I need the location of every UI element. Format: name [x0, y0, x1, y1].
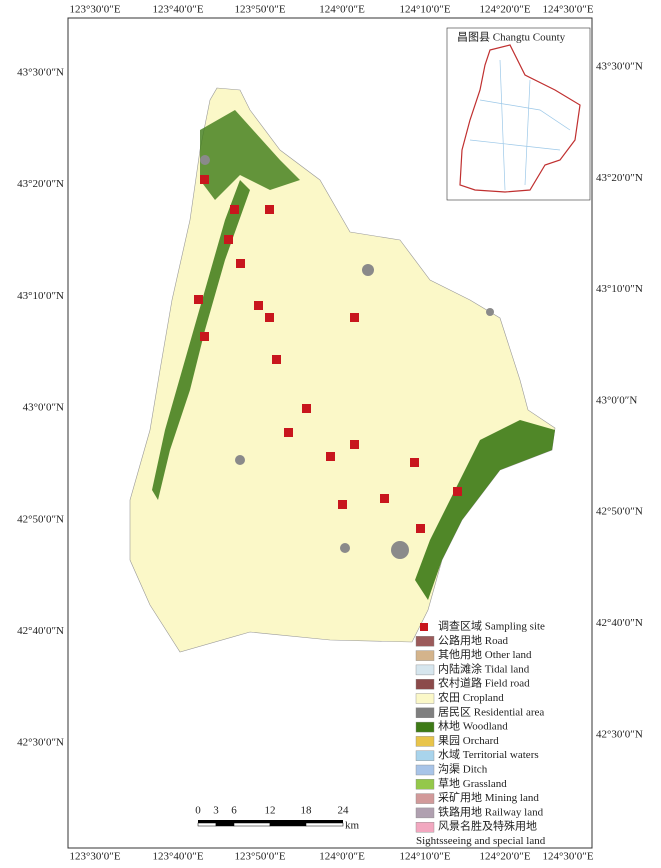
- legend-label: 调查区域 Sampling site: [438, 619, 545, 633]
- bottom-label: 123°40′0″E: [152, 851, 203, 863]
- residential-areas: [200, 155, 494, 559]
- right-label: 43°10′0″N: [596, 283, 643, 295]
- scale-label: 12: [265, 805, 276, 817]
- bottom-label: 124°0′0″E: [319, 851, 365, 863]
- bottom-label: 124°10′0″E: [399, 851, 450, 863]
- scale-segment: [269, 822, 307, 827]
- legend-label: 居民区 Residential area: [438, 706, 544, 718]
- legend-swatch: [415, 664, 435, 676]
- bottom-label: 123°50′0″E: [234, 851, 285, 863]
- legend-label: 其他用地 Other land: [438, 648, 532, 661]
- legend-swatch: [415, 764, 435, 776]
- top-label: 123°30′0″E: [69, 4, 120, 16]
- woodland-north: [200, 110, 300, 200]
- scale-segment: [198, 820, 216, 823]
- legend-label: 果园 Orchard: [438, 734, 499, 747]
- legend-label: 风景名胜及特殊用地: [438, 819, 537, 833]
- inset-county: [459, 44, 581, 193]
- scale-bar: 0 3 6 12 18 24 km: [195, 805, 359, 832]
- legend-label: 铁路用地 Railway land: [438, 805, 544, 818]
- sampling-sites: [194, 175, 462, 533]
- left-label: 42°40′0″N: [17, 625, 64, 637]
- legend-label: Sightsseeing and special land: [416, 835, 546, 847]
- scale-unit: km: [345, 820, 360, 832]
- legend-swatch: [415, 750, 435, 761]
- legend-swatch: [415, 707, 435, 718]
- scale-segment: [305, 822, 344, 827]
- scale-segment: [270, 820, 306, 823]
- legend-swatch: [415, 793, 435, 804]
- left-label: 43°20′0″N: [17, 178, 64, 190]
- legend-swatch: [415, 807, 435, 819]
- legend-label: 公路用地 Road: [438, 634, 508, 647]
- inset-title: 昌图县 Changtu County: [457, 31, 566, 44]
- bottom-label: 124°30′0″E: [542, 851, 593, 863]
- scale-segment: [216, 820, 234, 823]
- legend-swatch: [415, 650, 435, 661]
- legend-swatch: [415, 679, 435, 690]
- right-label: 43°0′0″N: [596, 394, 637, 406]
- legend-label: 内陆滩涂 Tidal land: [438, 661, 530, 675]
- top-label: 123°40′0″E: [152, 4, 203, 16]
- right-label: 42°50′0″N: [596, 506, 643, 518]
- scale-segment: [306, 820, 343, 823]
- scale-label: 0: [195, 805, 201, 817]
- top-label: 123°50′0″E: [234, 4, 285, 16]
- legend-label: 林地 Woodland: [438, 719, 508, 733]
- inset-boundaries: [469, 59, 571, 191]
- legend-swatch: [415, 721, 435, 733]
- left-label: 43°0′0″N: [23, 402, 64, 414]
- legend-label: 水域 Territorial waters: [438, 748, 539, 761]
- bottom-label: 123°30′0″E: [69, 851, 120, 863]
- legend-label: 农村道路 Field road: [438, 676, 530, 690]
- legend-swatch: [415, 693, 435, 704]
- legend-swatch: [415, 779, 435, 790]
- legend-swatch: [415, 822, 435, 833]
- scale-label: 24: [338, 805, 350, 817]
- left-label: 43°10′0″N: [17, 290, 64, 302]
- legend-label: 沟渠 Ditch: [438, 763, 488, 776]
- right-label: 42°40′0″N: [596, 617, 643, 629]
- top-label: 124°10′0″E: [399, 4, 450, 16]
- scale-segment: [234, 820, 270, 823]
- top-label: 124°30′0″E: [542, 4, 593, 16]
- legend-label: 采矿用地 Mining land: [438, 791, 539, 804]
- top-label: 124°20′0″E: [479, 4, 530, 16]
- legend-swatch: [415, 736, 435, 747]
- scale-segment: [197, 822, 217, 827]
- left-label: 43°30′0″N: [17, 67, 64, 79]
- left-label: 42°30′0″N: [17, 737, 64, 749]
- legend-label: 草地 Grassland: [438, 777, 507, 790]
- right-label: 43°30′0″N: [596, 61, 643, 73]
- scale-segment: [233, 822, 271, 827]
- top-label: 124°0′0″E: [319, 4, 365, 16]
- woodland-east: [415, 420, 555, 600]
- legend-marker: [420, 623, 428, 631]
- right-label: 42°30′0″N: [596, 728, 643, 740]
- scale-label: 3: [213, 805, 219, 817]
- left-label: 42°50′0″N: [17, 513, 64, 525]
- scale-label: 18: [301, 805, 313, 817]
- right-label: 43°20′0″N: [596, 172, 643, 184]
- legend-label: 农田 Cropland: [438, 690, 504, 704]
- legend-swatch: [415, 636, 435, 647]
- scale-label: 6: [231, 805, 237, 817]
- bottom-label: 124°20′0″E: [479, 851, 530, 863]
- scale-segment: [215, 822, 235, 827]
